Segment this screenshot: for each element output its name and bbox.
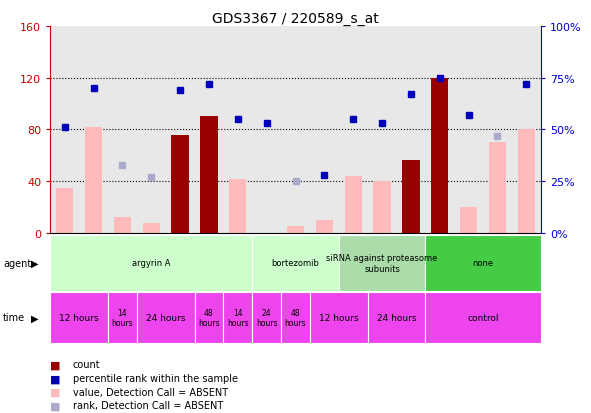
Bar [229, 179, 246, 233]
Text: 24 hours: 24 hours [146, 313, 186, 322]
Bar [460, 207, 478, 233]
Text: GSM212657: GSM212657 [320, 237, 329, 283]
Text: GSM212659: GSM212659 [147, 237, 155, 283]
Text: GSM212661: GSM212661 [493, 237, 502, 283]
Text: GSM212658: GSM212658 [118, 237, 127, 283]
Text: GSM297807: GSM297807 [436, 237, 444, 283]
Bar [518, 130, 535, 233]
Bar [200, 117, 217, 233]
Bar [142, 223, 160, 233]
Bar [113, 218, 131, 233]
Text: GSM212655: GSM212655 [262, 237, 271, 283]
Text: 48
hours: 48 hours [198, 308, 220, 327]
Bar [50, 235, 252, 291]
Bar [339, 235, 426, 291]
Bar [489, 143, 506, 233]
Text: GSM297805: GSM297805 [378, 237, 387, 283]
Bar [252, 292, 281, 343]
Text: none: none [472, 259, 493, 268]
Text: ■: ■ [50, 360, 61, 370]
Text: ■: ■ [50, 401, 61, 411]
Text: argyrin A: argyrin A [132, 259, 170, 268]
Bar [368, 292, 426, 343]
Text: bortezomib: bortezomib [271, 259, 320, 268]
Text: GSM297806: GSM297806 [204, 237, 213, 283]
Bar [85, 128, 102, 233]
Text: GSM297801: GSM297801 [60, 237, 69, 283]
Text: ■: ■ [50, 373, 61, 383]
Bar [137, 292, 194, 343]
Text: 12 hours: 12 hours [59, 313, 99, 322]
Text: count: count [73, 360, 100, 370]
Text: GSM212654: GSM212654 [464, 237, 473, 283]
Text: 48
hours: 48 hours [285, 308, 306, 327]
Text: ■: ■ [50, 387, 61, 397]
Bar [281, 292, 310, 343]
Text: GSM297804: GSM297804 [89, 237, 98, 283]
Bar [374, 182, 391, 233]
Text: ▶: ▶ [31, 313, 38, 323]
Bar [287, 227, 304, 233]
Text: 24 hours: 24 hours [376, 313, 416, 322]
Text: 12 hours: 12 hours [319, 313, 359, 322]
Text: GDS3367 / 220589_s_at: GDS3367 / 220589_s_at [212, 12, 379, 26]
Text: 24
hours: 24 hours [256, 308, 277, 327]
Text: percentile rank within the sample: percentile rank within the sample [73, 373, 238, 383]
Bar [50, 292, 108, 343]
Text: agent: agent [3, 258, 31, 268]
Bar [431, 78, 449, 233]
Text: control: control [467, 313, 499, 322]
Text: GSM297802: GSM297802 [176, 237, 184, 283]
Bar [171, 135, 189, 233]
Text: GSM297803: GSM297803 [522, 237, 531, 283]
Text: GSM212656: GSM212656 [291, 237, 300, 283]
Bar [426, 292, 541, 343]
Text: 14
hours: 14 hours [227, 308, 249, 327]
Text: 14
hours: 14 hours [112, 308, 133, 327]
Bar [108, 292, 137, 343]
Text: value, Detection Call = ABSENT: value, Detection Call = ABSENT [73, 387, 228, 397]
Text: rank, Detection Call = ABSENT: rank, Detection Call = ABSENT [73, 401, 223, 411]
Text: siRNA against proteasome
subunits: siRNA against proteasome subunits [326, 254, 438, 273]
Bar [345, 177, 362, 233]
Text: time: time [3, 313, 25, 323]
Bar [316, 221, 333, 233]
Bar [56, 188, 73, 233]
Bar [310, 292, 368, 343]
Text: GSM212660: GSM212660 [233, 237, 242, 283]
Text: GSM212663: GSM212663 [407, 237, 415, 283]
Bar [402, 161, 420, 233]
Bar [223, 292, 252, 343]
Text: ▶: ▶ [31, 258, 38, 268]
Bar [252, 235, 339, 291]
Text: GSM212662: GSM212662 [349, 237, 358, 283]
Bar [194, 292, 223, 343]
Bar [426, 235, 541, 291]
